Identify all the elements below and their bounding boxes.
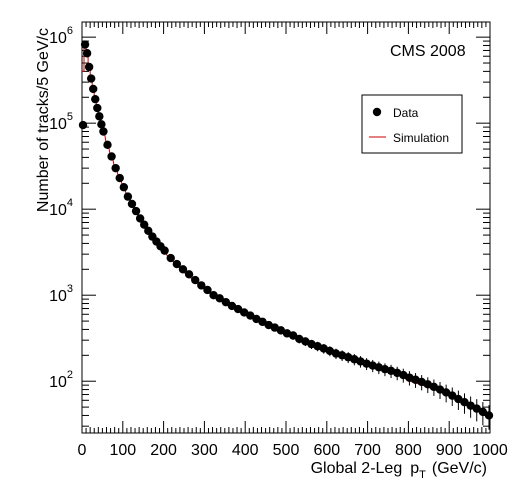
y-tick-label-base: 10: [49, 30, 67, 47]
data-series: [78, 40, 494, 430]
annotation-text: CMS 2008: [390, 43, 466, 60]
data-point: [89, 84, 98, 94]
data-point: [191, 275, 200, 285]
x-tick-label: 0: [78, 442, 87, 459]
y-tick-label: 102: [49, 369, 73, 391]
legend-data-marker: [372, 107, 382, 117]
data-point: [135, 214, 145, 223]
x-tick-label: 100: [109, 442, 136, 459]
data-point: [215, 294, 224, 303]
data-point: [178, 265, 188, 274]
data-point: [123, 192, 133, 201]
x-tick-label: 1000: [472, 442, 508, 459]
data-point: [478, 407, 488, 417]
x-tick-label: 700: [354, 442, 381, 459]
data-point: [95, 112, 104, 121]
data-point: [460, 398, 469, 407]
data-point: [103, 140, 112, 150]
data-point: [127, 199, 137, 209]
data-point: [233, 304, 243, 314]
y-tick-label: 105: [49, 111, 73, 133]
data-point: [184, 270, 194, 279]
data-point: [91, 94, 100, 104]
x-axis-title-unit: (GeV/c): [432, 460, 487, 477]
data-point: [84, 62, 94, 72]
x-axis-title-sub: T: [419, 469, 426, 481]
legend-simulation-label: Simulation: [393, 131, 449, 145]
y-tick-label: 104: [49, 197, 73, 219]
data-point: [93, 103, 102, 113]
x-tick-label: 500: [273, 442, 300, 459]
data-point: [197, 281, 206, 290]
y-tick-label-exponent: 4: [67, 197, 73, 209]
data-point: [484, 411, 494, 420]
data-point: [86, 74, 96, 83]
data-point: [111, 163, 120, 173]
y-tick-label: 106: [49, 25, 73, 47]
data-point: [172, 259, 182, 269]
y-tick-label-exponent: 3: [67, 283, 73, 295]
data-point: [78, 120, 88, 130]
data-point: [166, 253, 175, 263]
y-tick-label-exponent: 2: [67, 369, 73, 381]
x-tick-label: 200: [150, 442, 177, 459]
x-tick-label: 800: [395, 442, 422, 459]
data-point: [107, 152, 116, 161]
y-tick-label-base: 10: [49, 202, 67, 219]
data-point: [288, 331, 298, 340]
x-tick-label: 300: [191, 442, 218, 459]
data-point: [82, 49, 92, 58]
x-tick-label: 400: [232, 442, 259, 459]
x-axis-title-var: p: [410, 460, 419, 477]
data-point: [97, 120, 106, 129]
data-point: [119, 183, 129, 192]
data-point: [140, 220, 149, 229]
y-tick-label: 103: [49, 283, 73, 305]
legend-box: [361, 94, 463, 154]
data-point: [99, 127, 108, 136]
y-tick-label-base: 10: [49, 116, 67, 133]
data-point: [160, 246, 169, 255]
data-point: [246, 311, 255, 320]
y-tick-label-exponent: 5: [67, 111, 73, 123]
legend-data-label: Data: [393, 106, 419, 120]
data-point: [131, 206, 141, 216]
x-tick-label: 600: [313, 442, 340, 459]
data-point: [448, 391, 457, 400]
data-point: [221, 297, 231, 307]
data-point: [80, 40, 90, 49]
y-tick-label-exponent: 6: [67, 25, 73, 37]
y-axis-title: Number of tracks/5 GeV/c: [35, 28, 52, 212]
y-tick-label-base: 10: [49, 374, 67, 391]
x-tick-label: 900: [436, 442, 463, 459]
x-axis-title: Global 2-Leg pT (GeV/c): [311, 460, 487, 481]
data-point: [115, 173, 124, 183]
data-point: [203, 285, 212, 295]
y-tick-label-base: 10: [49, 288, 67, 305]
x-axis-title-main: Global 2-Leg: [311, 460, 403, 477]
axis-ticks: 0 100 200 300 400 500 600 700 800 900 100010210310…: [49, 22, 508, 459]
